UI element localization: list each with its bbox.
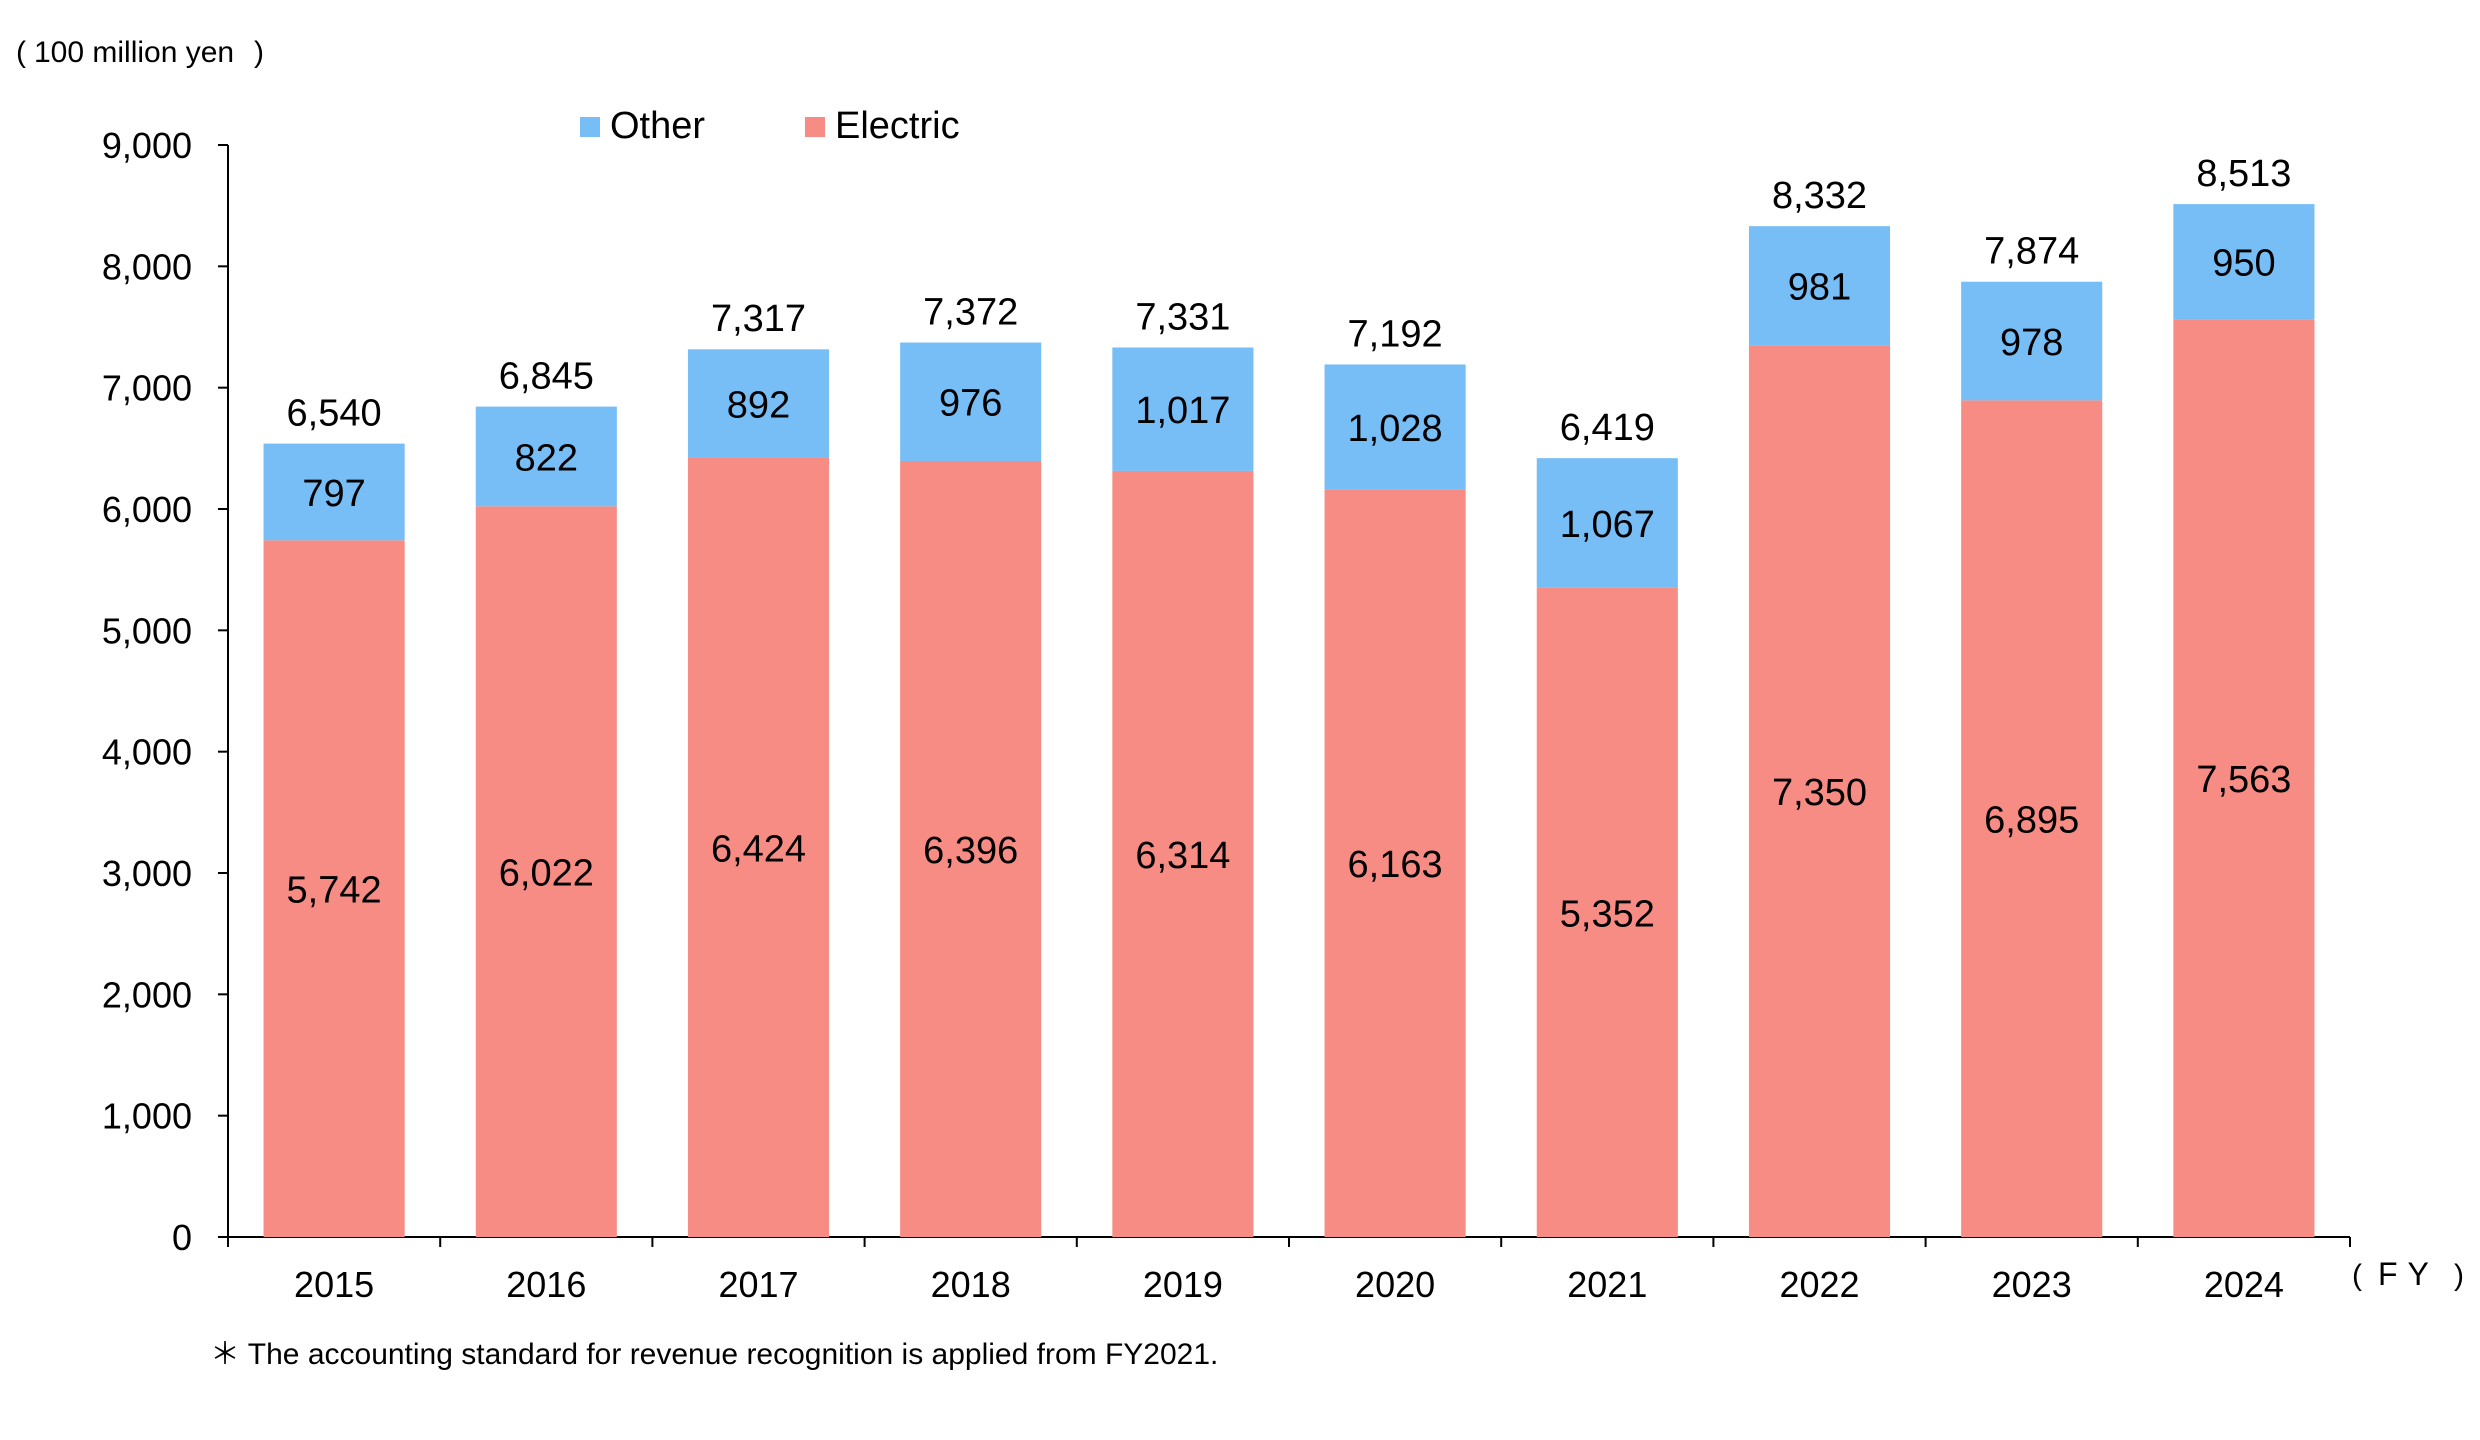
unit-bracket-close: ) [254, 36, 264, 69]
y-axis: 0 1,000 2,000 3,000 4,000 5,000 6,000 7,000 8,00… [102, 125, 229, 1258]
electric-value-label: 6,895 [1984, 800, 2079, 842]
y-tick-label: 2,000 [102, 974, 192, 1015]
other-value-label: 976 [939, 383, 1002, 425]
bar-other [1748, 226, 1891, 346]
legend-label: Electric [835, 105, 960, 147]
x-tick-label: 2023 [1992, 1264, 2072, 1305]
bar-other [900, 342, 1042, 461]
total-value-label: 6,845 [499, 355, 594, 397]
x-tick-label: 2020 [1355, 1264, 1435, 1305]
fy-bracket-open: ( [2352, 1259, 2362, 1292]
bars [263, 204, 2315, 1238]
bar-electric [263, 540, 405, 1237]
bar-other [1961, 281, 2103, 401]
total-value-label: 7,317 [711, 298, 806, 340]
y-tick-label: 9,000 [102, 125, 192, 166]
total-value-label: 7,192 [1348, 313, 1443, 355]
x-tick-label: 2018 [931, 1264, 1011, 1305]
legend: Other Electric [580, 105, 960, 147]
y-tick-label: 0 [172, 1217, 192, 1258]
y-tick-label: 7,000 [102, 368, 192, 409]
unit-bracket-open: ( [16, 36, 26, 69]
electric-value-label: 6,163 [1348, 844, 1443, 886]
x-tick-label: 2021 [1567, 1264, 1647, 1305]
legend-swatch [805, 117, 825, 137]
legend-swatch [580, 117, 600, 137]
electric-value-label: 5,352 [1560, 893, 1655, 935]
bar-electric [1324, 489, 1466, 1237]
bar-other [687, 349, 830, 458]
electric-value-label: 6,022 [499, 853, 594, 895]
total-value-label: 6,419 [1560, 407, 1655, 449]
electric-value-label: 5,742 [287, 870, 382, 912]
total-value-label: 8,513 [2196, 153, 2291, 195]
y-tick-label: 1,000 [102, 1096, 192, 1137]
x-unit-label: FY [2378, 1256, 2439, 1292]
bar-electric [475, 506, 617, 1237]
bar-other [1536, 458, 1678, 588]
bar-other [1112, 347, 1254, 471]
fy-bracket-close: ) [2454, 1259, 2464, 1292]
other-value-label: 950 [2212, 243, 2275, 285]
total-value-label: 7,331 [1135, 297, 1230, 339]
other-value-label: 892 [727, 384, 790, 426]
y-tick-label: 6,000 [102, 489, 192, 530]
x-axis: 2015 2016 2017 2018 2019 2020 2021 2022 2023 2024 [227, 1236, 2351, 1305]
bar-electric [687, 457, 830, 1237]
other-value-label: 1,017 [1135, 390, 1230, 432]
y-tick-label: 5,000 [102, 610, 192, 651]
bar-electric [1112, 470, 1254, 1237]
bar-electric [1961, 400, 2103, 1237]
total-value-label: 7,874 [1984, 231, 2079, 273]
other-value-label: 981 [1788, 267, 1851, 309]
other-value-label: 822 [515, 437, 578, 479]
electric-value-label: 7,350 [1772, 772, 1867, 814]
x-tick-label: 2019 [1143, 1264, 1223, 1305]
bar-other [2173, 204, 2315, 320]
x-tick-label: 2022 [1779, 1264, 1859, 1305]
y-tick-label: 3,000 [102, 853, 192, 894]
total-value-label: 6,540 [287, 392, 382, 434]
data-labels: 5,742 797 6,540 6,022 822 6,845 6,424 892 7,317 6… [287, 153, 2292, 935]
total-value-label: 7,372 [923, 292, 1018, 334]
bar-electric [1748, 345, 1891, 1237]
y-tick-label: 4,000 [102, 732, 192, 773]
electric-value-label: 6,314 [1135, 835, 1230, 877]
total-value-label: 8,332 [1772, 175, 1867, 217]
bar-electric [900, 460, 1042, 1237]
other-value-label: 797 [302, 473, 365, 515]
other-value-label: 1,067 [1560, 504, 1655, 546]
x-tick-label: 2015 [294, 1264, 374, 1305]
footnote: ＊ The accounting standard for revenue re… [210, 1338, 1218, 1371]
y-unit-label: 100 million yen [34, 36, 234, 69]
other-value-label: 1,028 [1348, 408, 1443, 450]
bar-electric [2173, 319, 2315, 1238]
bar-other [475, 406, 617, 507]
x-tick-label: 2024 [2204, 1264, 2284, 1305]
x-tick-label: 2016 [506, 1264, 586, 1305]
other-value-label: 978 [2000, 322, 2063, 364]
bar-other [263, 443, 405, 541]
electric-value-label: 6,396 [923, 830, 1018, 872]
electric-value-label: 7,563 [2196, 759, 2291, 801]
electric-value-label: 6,424 [711, 828, 806, 870]
bar-other [1324, 364, 1466, 490]
bar-electric [1536, 587, 1678, 1237]
legend-label: Other [610, 105, 705, 147]
y-tick-label: 8,000 [102, 246, 192, 287]
x-tick-label: 2017 [718, 1264, 798, 1305]
